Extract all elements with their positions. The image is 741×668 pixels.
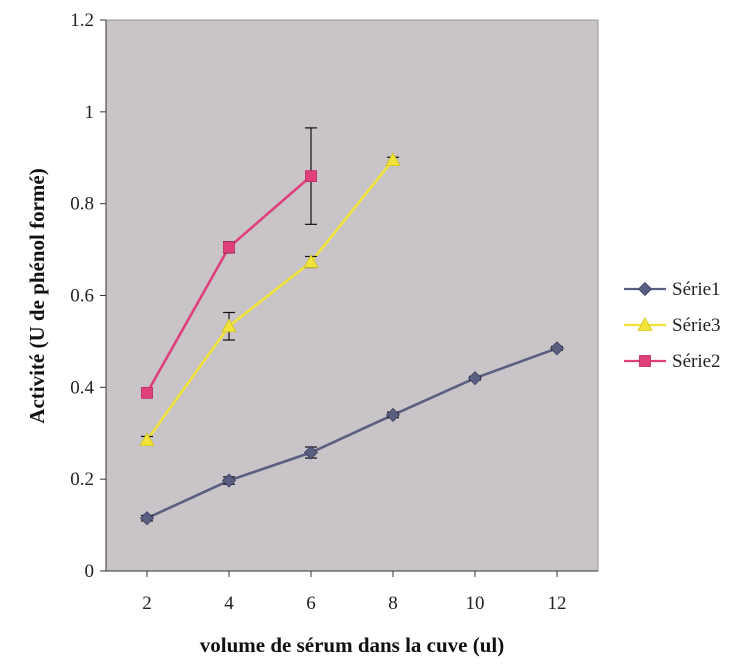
legend-entry: Série3 — [624, 315, 721, 336]
series-line — [146, 347, 558, 520]
data-point — [385, 152, 401, 166]
x-axis-title: volume de sérum dans la cuve (ul) — [200, 633, 505, 657]
series-1 — [139, 341, 565, 526]
x-tick-label: 6 — [306, 593, 316, 614]
y-tick-label: 1 — [85, 102, 95, 123]
x-tick-label: 8 — [388, 593, 398, 614]
x-tick-label: 12 — [548, 593, 567, 614]
plot-area — [105, 19, 599, 572]
legend: Série1 Série3 Série2 — [624, 279, 721, 372]
data-point — [221, 318, 237, 333]
legend-label: Série2 — [672, 351, 721, 372]
x-tick-label: 4 — [224, 593, 234, 614]
data-point — [303, 254, 319, 268]
legend-entry: Série1 — [624, 279, 721, 300]
data-point — [385, 407, 401, 422]
y-axis-ticks: 0 0.2 0.4 0.6 0.8 1 1.2 — [70, 10, 106, 582]
data-point — [221, 473, 237, 488]
x-axis-ticks: 2 4 6 8 10 12 — [142, 571, 567, 614]
y-tick-label: 0.2 — [70, 469, 94, 490]
data-point — [305, 170, 317, 183]
x-tick-label: 2 — [142, 593, 152, 614]
y-tick-label: 0 — [85, 561, 95, 582]
data-point — [223, 241, 235, 254]
legend-marker — [637, 281, 653, 297]
data-point — [549, 341, 565, 356]
legend-label: Série3 — [672, 315, 721, 336]
y-axis-title: Activité (U de phénol formé) — [25, 168, 49, 423]
y-tick-label: 0.8 — [70, 194, 94, 215]
data-point — [141, 386, 153, 399]
y-tick-label: 1.2 — [70, 10, 94, 31]
y-tick-label: 0.6 — [70, 286, 94, 307]
x-tick-label: 10 — [466, 593, 485, 614]
y-tick-label: 0.4 — [70, 377, 94, 398]
series-2 — [139, 152, 401, 447]
data-point — [139, 511, 155, 526]
series-3 — [141, 127, 317, 399]
legend-marker — [639, 355, 651, 367]
legend-label: Série1 — [672, 279, 721, 300]
data-point — [467, 371, 483, 386]
legend-marker — [637, 317, 653, 331]
series-line — [145, 159, 395, 441]
series-layer — [139, 127, 565, 526]
data-point — [303, 445, 319, 460]
legend-entry: Série2 — [624, 351, 721, 372]
data-point — [139, 432, 155, 447]
